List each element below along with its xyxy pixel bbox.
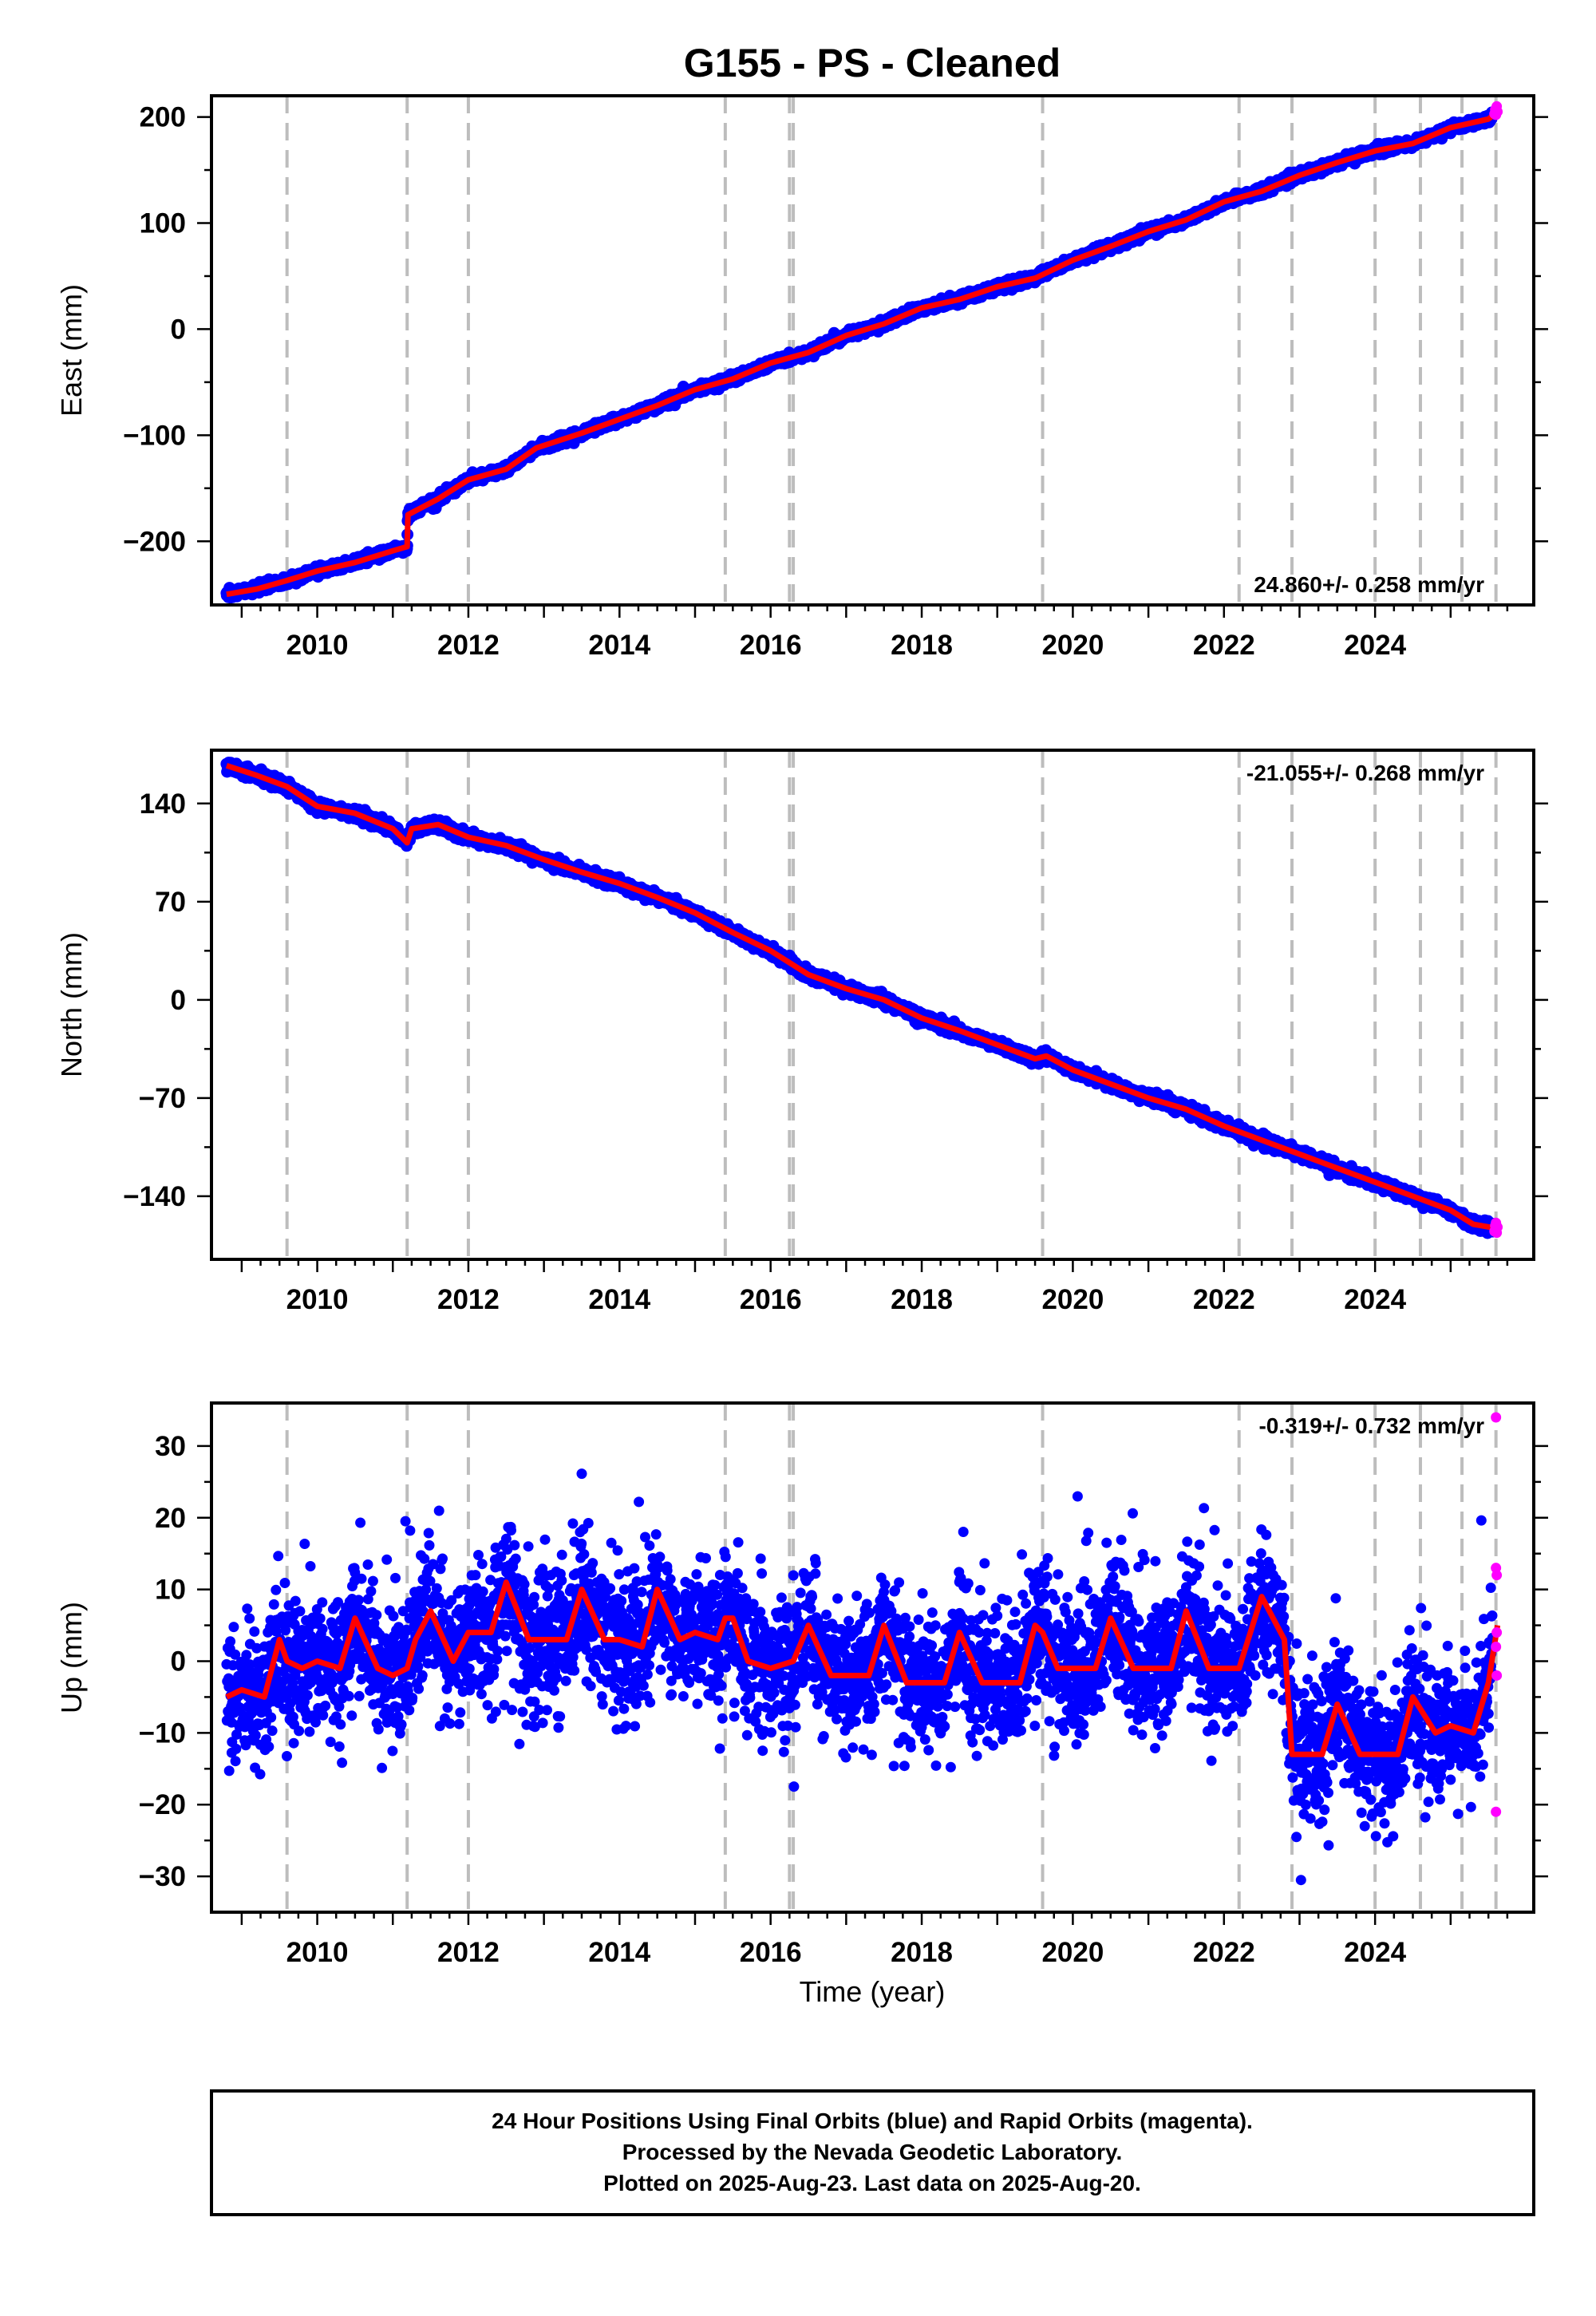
figure-title: G155 - PS - Cleaned	[684, 41, 1061, 85]
north-y-tick-label: 0	[171, 985, 186, 1016]
up-model-line	[225, 1579, 1501, 1757]
east-x-tick-label: 2018	[891, 630, 953, 661]
north-x-tick-label: 2024	[1344, 1284, 1406, 1315]
up-rapid-orbit-point	[1491, 1642, 1502, 1653]
up-y-tick-label: 10	[155, 1575, 186, 1606]
footer-box	[210, 2089, 1535, 2216]
up-y-tick-label: 30	[155, 1431, 186, 1462]
east-x-tick-label: 2020	[1041, 630, 1104, 661]
east-y-tick-label: −100	[123, 420, 186, 451]
up-y-tick-label: 20	[155, 1503, 186, 1534]
north-rate-annotation: -21.055+/- 0.268 mm/yr	[1246, 761, 1484, 785]
up-frame	[210, 1401, 1535, 1914]
east-y-tick-label: 200	[140, 102, 186, 133]
north-x-tick-label: 2020	[1041, 1284, 1104, 1315]
up-rapid-orbit-point	[1491, 1570, 1503, 1581]
up-rapid-orbit-point	[1491, 1806, 1502, 1817]
north-model-line	[225, 762, 1499, 1231]
east-rate-annotation: 24.860+/- 0.258 mm/yr	[1254, 572, 1484, 597]
up-x-tick-label: 2018	[891, 1937, 953, 1968]
north-final-orbit-points	[220, 757, 1499, 1239]
up-y-tick-label: −20	[139, 1789, 186, 1820]
east-y-tick-label: 100	[140, 208, 186, 239]
east-x-tick-label: 2014	[588, 630, 650, 661]
up-y-tick-label: −30	[139, 1861, 186, 1892]
north-x-tick-label: 2014	[588, 1284, 650, 1315]
north-frame	[210, 749, 1535, 1261]
east-x-tick-label: 2016	[740, 630, 802, 661]
east-data	[220, 106, 1499, 604]
north-x-tick-label: 2010	[286, 1284, 349, 1315]
east-y-tick-label: −200	[123, 526, 186, 557]
up-x-tick-label: 2024	[1344, 1937, 1406, 1968]
footer-line-1: 24 Hour Positions Using Final Orbits (bl…	[492, 2109, 1253, 2133]
up-rapid-orbit-point	[1491, 1412, 1502, 1423]
footer-line-2: Processed by the Nevada Geodetic Laborat…	[622, 2140, 1123, 2164]
north-y-axis-label: North (mm)	[55, 932, 88, 1077]
north-rapid-orbit-point	[1492, 1222, 1503, 1233]
east-model-line	[226, 109, 1499, 598]
north-x-tick-label: 2018	[891, 1284, 953, 1315]
up-x-tick-label: 2014	[588, 1937, 650, 1968]
up-y-axis-label: Up (mm)	[55, 1602, 88, 1713]
east-x-tick-label: 2024	[1344, 630, 1406, 661]
up-x-tick-label: 2022	[1193, 1937, 1255, 1968]
up-y-tick-label: −10	[139, 1717, 186, 1749]
up-x-tick-label: 2020	[1041, 1937, 1104, 1968]
up-x-tick-label: 2010	[286, 1937, 349, 1968]
north-panel: 2010 2012 2014 2016 2018 2020 2022 2024 −140 −70 0…	[55, 749, 1548, 1315]
east-frame	[210, 94, 1535, 607]
panels: 2010 2012 2014 2016 2018 2020 2022 2024−200−100…	[55, 94, 1548, 1968]
up-x-tick-label: 2012	[437, 1937, 500, 1968]
north-x-tick-label: 2012	[437, 1284, 500, 1315]
east-y-axis-label: East (mm)	[55, 284, 88, 417]
north-data	[220, 757, 1499, 1239]
north-x-tick-label: 2016	[740, 1284, 802, 1315]
footer-line-3: Plotted on 2025-Aug-23. Last data on 202…	[603, 2171, 1141, 2195]
x-axis-label: Time (year)	[800, 1975, 946, 2008]
north-y-tick-label: −140	[123, 1181, 186, 1212]
east-x-tick-label: 2022	[1193, 630, 1255, 661]
up-y-tick-label: 0	[171, 1646, 186, 1677]
north-x-tick-label: 2022	[1193, 1284, 1255, 1315]
east-x-tick-label: 2012	[437, 630, 500, 661]
up-x-tick-label: 2016	[740, 1937, 802, 1968]
east-y-tick-label: 0	[171, 314, 186, 345]
up-panel: 2010 2012 2014 2016 2018 2020 2022 2024−30−20−1…	[55, 1401, 1548, 1968]
north-y-tick-label: 140	[140, 788, 186, 820]
north-y-tick-label: 70	[155, 887, 186, 918]
up-data	[221, 1468, 1501, 1886]
up-rate-annotation: -0.319+/- 0.732 mm/yr	[1258, 1413, 1484, 1438]
up-rapid-orbit-point	[1491, 1627, 1503, 1638]
east-x-tick-label: 2010	[286, 630, 349, 661]
north-y-tick-label: −70	[139, 1083, 186, 1114]
up-rapid-orbit-point	[1491, 1670, 1503, 1681]
east-panel: 2010 2012 2014 2016 2018 2020 2022 2024 −200 −100…	[55, 94, 1548, 661]
east-final-orbit-points	[220, 106, 1499, 604]
east-rapid-orbit-point	[1492, 106, 1503, 117]
